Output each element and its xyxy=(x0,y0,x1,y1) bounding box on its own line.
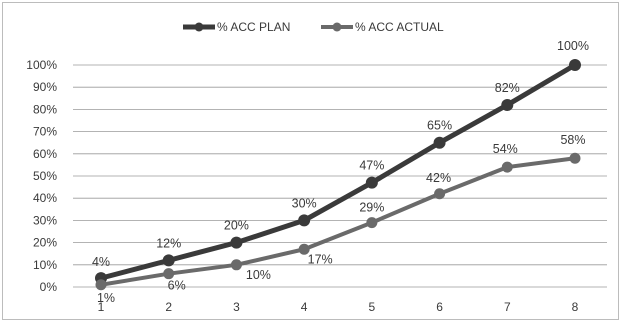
x-tick-label: 5 xyxy=(369,300,376,314)
data-point xyxy=(501,98,514,111)
y-tick-label: 60% xyxy=(33,147,57,161)
x-tick-label: 8 xyxy=(572,300,579,314)
data-point xyxy=(569,59,581,71)
data-point xyxy=(95,279,107,291)
data-label: 4% xyxy=(92,255,110,269)
chart-frame: 0% 10% 20% 30% 40% 50% 60% 70% 80% 90% 100% 1 2 3 4 5 6… xyxy=(2,2,619,320)
y-tick-label: 10% xyxy=(33,258,57,272)
data-label: 29% xyxy=(359,201,384,215)
y-tick-label: 80% xyxy=(33,102,57,116)
data-point xyxy=(230,236,243,249)
data-label: 12% xyxy=(156,236,181,250)
data-point xyxy=(501,161,513,173)
y-tick-label: 0% xyxy=(40,280,58,294)
y-tick-label: 20% xyxy=(33,236,57,250)
data-label: 54% xyxy=(493,142,518,156)
data-label: 100% xyxy=(557,39,589,53)
y-tick-label: 70% xyxy=(33,125,57,139)
data-point xyxy=(163,268,175,280)
data-point xyxy=(298,243,310,255)
data-label: 42% xyxy=(426,171,451,185)
data-label: 47% xyxy=(359,159,384,173)
legend-marker xyxy=(332,22,342,32)
series-lines xyxy=(95,59,581,291)
gridlines xyxy=(73,64,607,288)
data-label: 10% xyxy=(246,268,271,282)
x-tick-label: 2 xyxy=(165,300,172,314)
data-labels: 4% 12% 20% 30% 47% 65% 82% 100% 1% 6% 10% 17% 29% 42%… xyxy=(92,39,589,305)
data-point xyxy=(433,136,446,149)
y-tick-label: 50% xyxy=(33,169,57,183)
x-tick-label: 3 xyxy=(233,300,240,314)
y-tick-label: 40% xyxy=(33,191,57,205)
data-point xyxy=(230,259,242,271)
data-label: 65% xyxy=(427,119,452,133)
legend-entry: % ACC ACTUAL xyxy=(355,20,444,34)
data-label: 1% xyxy=(97,291,115,305)
legend-entry: % ACC PLAN xyxy=(217,20,290,34)
data-point xyxy=(366,217,378,229)
line-chart: 0% 10% 20% 30% 40% 50% 60% 70% 80% 90% 100% 1 2 3 4 5 6… xyxy=(26,20,607,314)
data-point xyxy=(569,152,581,164)
legend: % ACC PLAN % ACC ACTUAL xyxy=(183,20,444,34)
y-tick-label: 90% xyxy=(33,80,57,94)
data-point xyxy=(162,254,175,267)
data-label: 58% xyxy=(560,133,585,147)
x-tick-label: 7 xyxy=(504,300,511,314)
data-point xyxy=(298,214,311,227)
data-point xyxy=(434,188,446,200)
data-label: 20% xyxy=(224,219,249,233)
y-axis-ticks: 0% 10% 20% 30% 40% 50% 60% 70% 80% 90% 100% xyxy=(26,58,57,294)
x-tick-label: 1 xyxy=(98,300,105,314)
data-point xyxy=(365,176,378,189)
data-label: 6% xyxy=(168,279,186,293)
legend-marker xyxy=(194,22,204,32)
y-tick-label: 30% xyxy=(33,213,57,227)
series-line xyxy=(100,156,576,287)
data-label: 17% xyxy=(308,252,333,266)
y-tick-label: 100% xyxy=(26,58,57,72)
x-axis-ticks: 1 2 3 4 5 6 7 8 xyxy=(98,300,579,314)
data-label: 82% xyxy=(495,81,520,95)
x-tick-label: 6 xyxy=(436,300,443,314)
x-tick-label: 4 xyxy=(301,300,308,314)
series-line xyxy=(100,62,577,281)
data-label: 30% xyxy=(292,196,317,210)
